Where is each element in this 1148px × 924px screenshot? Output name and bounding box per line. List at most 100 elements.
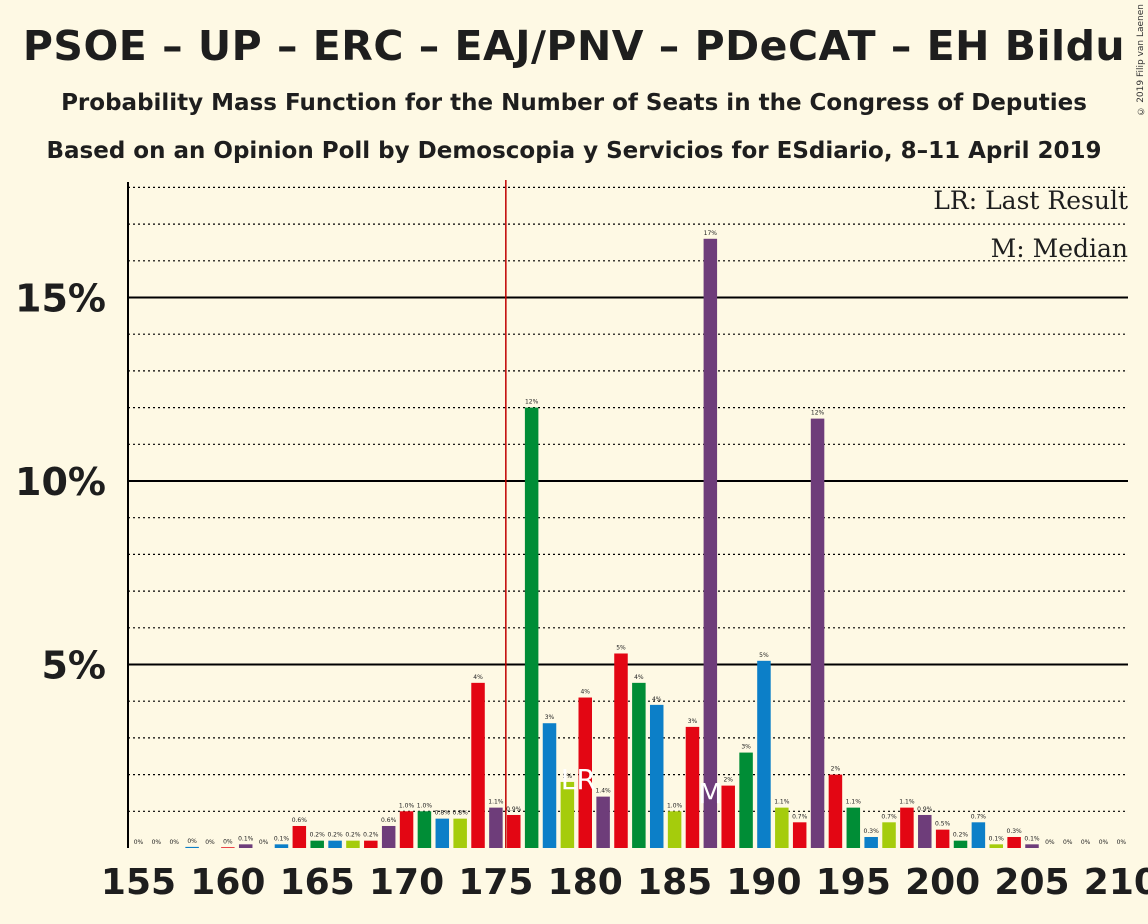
bar-data-label: 0.2%	[345, 832, 361, 839]
bar-seat-175	[489, 807, 503, 848]
copyright-notice: © 2019 Filip van Laenen	[1136, 4, 1146, 116]
bar-seat-188	[721, 785, 735, 848]
bar-seat-201	[953, 840, 968, 848]
bar-data-label: 4%	[580, 689, 590, 696]
bar-seat-185	[667, 811, 682, 848]
bar-seat-181	[596, 796, 610, 848]
bar-data-label: 0%	[1099, 839, 1109, 846]
bar-data-label: 0%	[134, 839, 144, 846]
bar-seat-204	[1007, 836, 1021, 848]
lr-marker: LR	[561, 763, 596, 796]
bar-seat-158	[185, 846, 199, 848]
bar-seat-192	[792, 822, 807, 848]
bar-data-label: 0.3%	[1007, 828, 1023, 835]
bar-seat-169	[381, 825, 396, 848]
legend-last-result: LR: Last Result	[933, 186, 1128, 215]
legend-median: M: Median	[991, 234, 1128, 263]
bar-data-label: 4%	[652, 696, 662, 703]
bar-seat-178	[542, 723, 557, 848]
median-marker: M	[698, 777, 722, 810]
bar-seat-184	[649, 704, 664, 848]
bar-data-label: 1.0%	[399, 802, 415, 809]
bar-data-label: 0.7%	[881, 813, 897, 820]
x-tick-label: 155	[101, 862, 176, 903]
bar-data-label: 0.2%	[953, 832, 969, 839]
bar-seat-166	[328, 840, 342, 848]
bar-seat-205	[1025, 844, 1039, 848]
bar-seat-177	[524, 407, 539, 848]
bar-data-label: 12%	[811, 410, 825, 417]
bar-seat-195	[846, 807, 861, 848]
bar-seat-202	[971, 822, 986, 848]
bar-seat-200	[935, 829, 950, 848]
bar-data-label: 1.1%	[899, 799, 915, 806]
bar-data-label: 0%	[259, 839, 269, 846]
bar-seat-161	[238, 844, 253, 848]
y-tick-label: 10%	[15, 460, 106, 504]
bar-data-label: 0%	[223, 838, 233, 845]
bar-data-label: 0%	[169, 839, 179, 846]
bar-data-label: 1.0%	[667, 802, 683, 809]
bar-seat-186	[685, 726, 700, 848]
bar-data-label: 2%	[563, 773, 573, 780]
bar-data-label: 0.2%	[327, 832, 343, 839]
bar-data-label: 5%	[616, 644, 626, 651]
bar-data-label: 0.1%	[989, 835, 1005, 842]
bar-seat-170	[399, 811, 414, 848]
bar-seat-179	[560, 781, 575, 848]
bar-data-label: 1.1%	[774, 799, 790, 806]
x-tick-label: 205	[994, 862, 1069, 903]
x-tick-label: 170	[369, 862, 444, 903]
x-tick-label: 195	[816, 862, 891, 903]
bar-data-label: 0%	[1081, 839, 1091, 846]
bar-seat-187	[703, 238, 718, 848]
bar-data-label: 12%	[525, 399, 539, 406]
bar-data-label: 0%	[205, 839, 215, 846]
bar-seat-197	[882, 822, 896, 848]
bar-data-label: 17%	[704, 230, 718, 237]
bar-seat-172	[435, 818, 450, 848]
chart-subtitle-source: Based on an Opinion Poll by Demoscopia y…	[46, 138, 1102, 164]
bar-seat-176	[507, 814, 521, 848]
bar-seat-189	[739, 752, 753, 848]
bar-seat-174	[471, 682, 485, 848]
bar-seat-163	[274, 844, 289, 848]
bar-seat-198	[900, 807, 914, 848]
bar-data-label: 2%	[723, 777, 733, 784]
bar-data-label: 3%	[741, 744, 751, 751]
bar-data-label: 1.0%	[417, 802, 433, 809]
x-tick-label: 210	[1084, 862, 1148, 903]
bar-data-label: 0.1%	[1024, 835, 1040, 842]
bar-data-label: 0%	[1063, 839, 1073, 846]
x-tick-label: 200	[905, 862, 980, 903]
bar-seat-165	[310, 840, 324, 848]
bar-seat-183	[632, 682, 646, 848]
bar-data-label: 1.4%	[595, 788, 611, 795]
bar-data-label: 0%	[187, 838, 197, 845]
bar-data-label: 0.9%	[506, 806, 522, 813]
bar-seat-160	[221, 847, 235, 848]
bar-data-label: 0%	[1045, 839, 1055, 846]
y-tick-label: 5%	[41, 644, 106, 688]
tick-labels: 5% 10% 15% 155 160 165 170 175 180 185 190 195 200 20…	[15, 186, 1148, 903]
bar-data-label: 0.8%	[453, 810, 469, 817]
bar-seat-203	[989, 844, 1004, 848]
bar-data-label: 5%	[759, 652, 769, 659]
bar-data-label: 0.1%	[238, 835, 254, 842]
bar-data-label: 0%	[152, 839, 162, 846]
bar-seat-164	[292, 825, 307, 848]
bar-data-label: 3%	[545, 714, 555, 721]
bar-data-label: 4%	[473, 674, 483, 681]
bar-seat-180	[578, 697, 592, 848]
bar-data-label: 0.2%	[310, 832, 326, 839]
x-tick-label: 185	[637, 862, 712, 903]
bars: 0% 0% 0% 0% 0% 0% 0.1%0%0.1%0.6%0.2% 0.2% 0.2% 0.…	[134, 180, 1126, 848]
bar-seat-199	[918, 814, 932, 848]
bar-seat-196	[864, 836, 878, 848]
bar-data-label: 0.8%	[435, 810, 451, 817]
bar-seat-173	[453, 818, 467, 848]
bar-data-label: 2%	[831, 766, 841, 773]
bar-data-label: 0.2%	[363, 832, 379, 839]
bar-data-label: 4%	[634, 674, 644, 681]
